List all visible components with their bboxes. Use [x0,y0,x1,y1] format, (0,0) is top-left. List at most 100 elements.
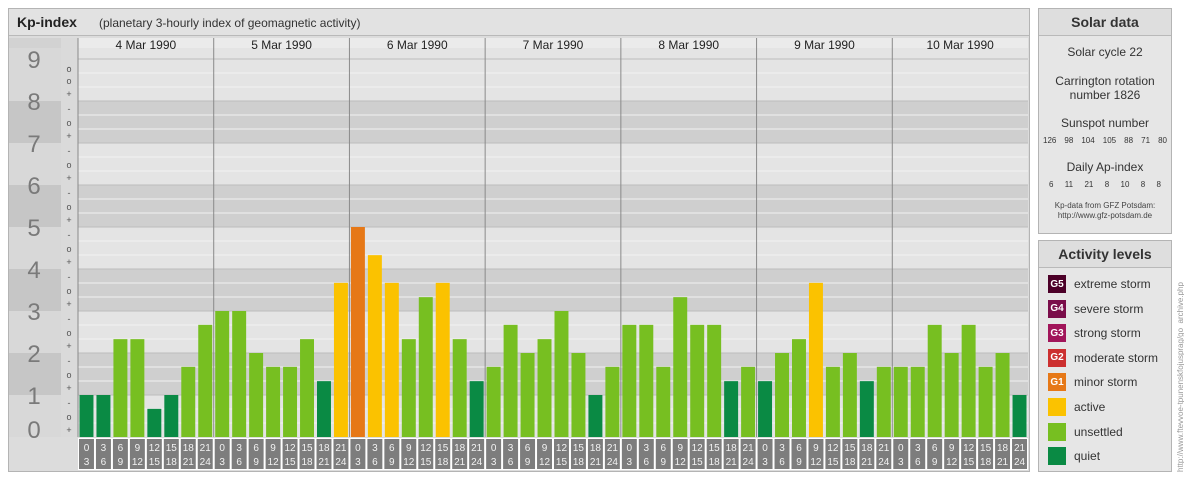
hour-end-label: 6 [372,457,378,468]
sunspot-values: 126 98 104 105 88 71 80 [1039,136,1171,145]
kp-bar [775,353,789,437]
subdivision-label: + [66,89,71,99]
hour-cell [384,439,400,469]
kp-bar [656,366,671,437]
hour-cell [418,439,434,469]
credit-line-1: Kp-data from GFZ Potsdam: [1054,201,1156,210]
activity-level-item: unsettled [1048,422,1123,441]
hour-cell [282,439,298,469]
activity-level-swatch [1048,447,1066,466]
activity-level-item: quiet [1048,447,1100,466]
solar-data-panel: Solar data Solar cycle 22 Carrington rot… [1038,8,1172,234]
kp-bar [486,366,501,437]
solar-data-title: Solar data [1039,9,1171,36]
hour-start-label: 6 [118,443,124,454]
hour-cell [638,439,654,469]
activity-level-item: active [1048,398,1105,416]
hour-start-label: 3 [236,443,242,454]
day-label: 8 Mar 1990 [658,38,719,52]
kp-bar [452,339,467,437]
day-label: 6 Mar 1990 [387,38,448,52]
label-band-8 [9,48,61,101]
solar-cycle: Solar cycle 22 [1067,45,1143,59]
activity-level-item: G5 extreme storm [1048,275,1151,293]
hour-cell [859,439,875,469]
subdivision-column [61,38,78,437]
hour-start-label: 21 [878,443,890,454]
hour-start-label: 15 [301,443,313,454]
kp-bar [113,339,128,437]
hour-end-label: 21 [183,457,195,468]
hour-start-label: 21 [471,443,483,454]
kp-bar [283,366,298,437]
kp-bar [367,255,382,437]
kp-bar [300,339,314,437]
kp-bar [554,311,569,437]
hour-start-label: 18 [997,443,1009,454]
subdivision-label: + [66,215,71,225]
level-band-7 [78,101,1028,143]
hour-cell [163,439,179,469]
kp-bar [317,381,331,437]
sunspot-value: 71 [1141,136,1151,145]
hour-start-label: 18 [590,443,602,454]
kp-bar [520,353,535,437]
hour-end-label: 12 [268,457,280,468]
subdivision-label: o [66,370,71,380]
label-band-4 [9,227,61,269]
hour-cell [808,439,824,469]
hour-end-label: 15 [420,457,432,468]
kp-bar [605,366,620,437]
hour-start-label: 12 [963,443,975,454]
kp-bar [876,366,891,437]
hour-cell [299,439,315,469]
ap-value: 21 [1084,180,1094,189]
hour-start-label: 9 [406,443,412,454]
day-label: 4 Mar 1990 [116,38,177,52]
hour-cell [893,439,909,469]
hour-cell [621,439,637,469]
subdivision-label: + [66,383,71,393]
subdivision-label: o [66,286,71,296]
subdivision-label: o [66,160,71,170]
ap-value: 10 [1120,180,1130,189]
hour-cell [757,439,773,469]
hour-start-label: 0 [627,443,633,454]
sunspot-label: Sunspot number [1060,116,1150,130]
hour-end-label: 12 [132,457,144,468]
ap-value: 8 [1140,180,1146,189]
hour-cell [944,439,960,469]
hour-end-label: 18 [980,457,992,468]
hour-start-label: 9 [135,443,141,454]
activity-level-item: G2 moderate storm [1048,348,1158,367]
hour-end-label: 3 [762,457,768,468]
ap-value: 11 [1064,180,1074,189]
hour-end-label: 24 [1014,457,1026,468]
hour-end-label: 24 [743,457,755,468]
hour-cell [740,439,756,469]
subdivision-label: - [68,272,71,282]
hour-start-label: 0 [491,443,497,454]
y-tick-label: 3 [27,299,40,326]
hour-end-label: 21 [726,457,738,468]
hour-start-label: 12 [149,443,161,454]
kp-bar [401,339,416,437]
hour-start-label: 12 [556,443,568,454]
hour-cell [537,439,552,469]
day-label: 7 Mar 1990 [523,38,584,52]
carrington-line-1: Carrington rotation [1055,74,1155,88]
hour-cell [214,439,230,469]
hour-start-label: 21 [607,443,619,454]
activity-level-item: G3 strong storm [1048,324,1141,343]
kp-bar [825,366,840,437]
hour-cell [129,439,145,469]
activity-level-label: extreme storm [1074,277,1151,291]
kp-bar [842,353,857,437]
kp-bar [910,366,925,437]
subdivision-label: + [66,173,71,183]
kp-bar [130,339,145,437]
hour-end-label: 12 [403,457,415,468]
level-band-8 [78,48,1028,101]
hour-end-label: 15 [556,457,568,468]
hour-end-label: 3 [491,457,497,468]
